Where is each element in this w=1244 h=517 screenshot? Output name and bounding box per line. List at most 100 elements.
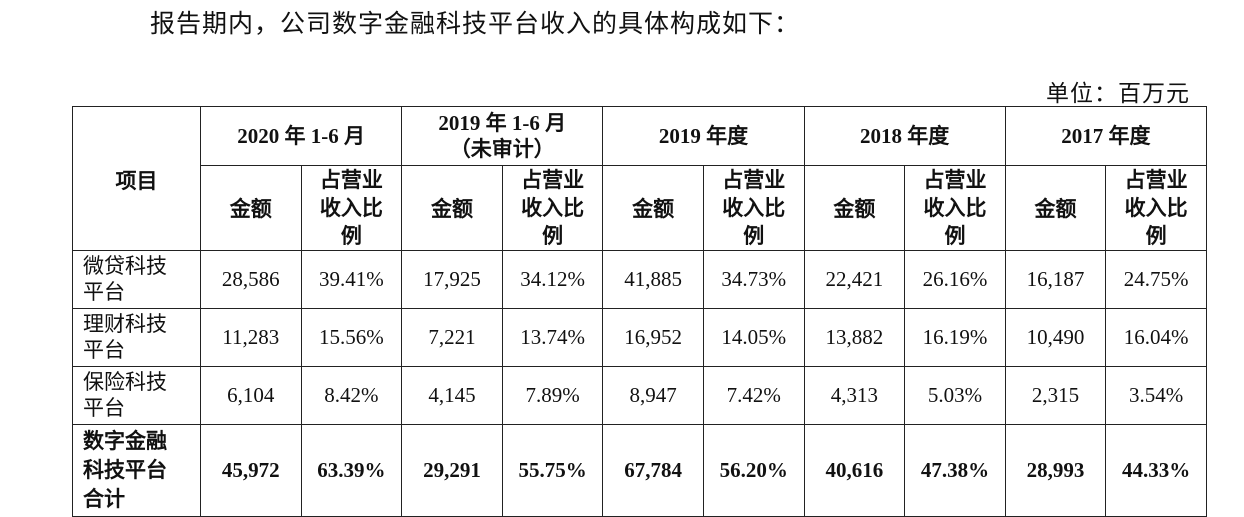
cell-text: 17,925 <box>423 267 481 291</box>
period-header: 2019 年度 <box>602 106 805 166</box>
cell-text: 14.05% <box>721 325 787 349</box>
cell-text: 44.33% <box>1122 458 1191 482</box>
cell-text: 28,993 <box>1026 458 1085 482</box>
cell: 55.75% <box>501 424 604 517</box>
cell: 47.38% <box>904 424 1006 517</box>
cell-text: 2,315 <box>1031 383 1080 407</box>
period-header: 2018 年度 <box>803 106 1006 166</box>
cell: 5.03% <box>904 366 1006 425</box>
revenue-table: 项目 2020 年 1-6 月 2019 年 1-6 月（未审计） 2019 年度 20… <box>72 106 1207 517</box>
period-label: 2020 年 1-6 月 <box>237 124 365 148</box>
cell: 63.39% <box>300 424 403 517</box>
cell-text: 11,283 <box>222 325 280 349</box>
cell-text: 34.73% <box>721 267 787 291</box>
subheader-text: 占营业收入比例 <box>521 168 585 248</box>
cell-text: 67,784 <box>624 458 683 482</box>
period-header: 2019 年 1-6 月（未审计） <box>401 106 604 166</box>
cell: 13.74% <box>501 308 604 367</box>
cell-text: 39.41% <box>319 267 384 291</box>
cell: 6,104 <box>200 366 302 425</box>
period-note: （未审计） <box>449 137 555 161</box>
data-row: 保险科技平台 6,104 8.42% 4,145 7.89% 8,947 7.42% 4,31… <box>72 366 1207 425</box>
subheader: 金额 <box>602 165 704 251</box>
period-header: 2017 年度 <box>1004 106 1207 166</box>
cell-text: 5.03% <box>927 383 983 407</box>
cell-text: 13.74% <box>520 325 585 349</box>
cell: 7.89% <box>501 366 604 425</box>
cell: 16,952 <box>602 308 704 367</box>
cell-text: 22,421 <box>825 267 884 291</box>
cell: 28,586 <box>200 250 302 309</box>
cell-text: 15.56% <box>319 325 384 349</box>
period-label: 2018 年度 <box>860 124 950 148</box>
cell-text: 3.54% <box>1129 383 1184 407</box>
subheader: 占营业收入比例 <box>1105 165 1207 251</box>
cell: 34.12% <box>501 250 604 309</box>
cell-text: 24.75% <box>1123 267 1189 291</box>
cell: 41,885 <box>602 250 704 309</box>
subheader: 占营业收入比例 <box>501 165 604 251</box>
cell: 7,221 <box>401 308 503 367</box>
row-label-text: 理财科技平台 <box>83 312 167 362</box>
data-row: 微贷科技平台 28,586 39.41% 17,925 34.12% 41,885 34.7… <box>72 250 1207 309</box>
intro-text: 报告期内，公司数字金融科技平台收入的具体构成如下： <box>150 11 801 38</box>
cell: 16.04% <box>1105 308 1207 367</box>
cell: 8.42% <box>300 366 403 425</box>
subheader-text: 占营业收入比例 <box>1124 168 1188 248</box>
subheader-text: 占营业收入比例 <box>722 168 786 248</box>
cell: 17,925 <box>401 250 503 309</box>
cell-text: 6,104 <box>227 383 275 407</box>
subheader: 占营业收入比例 <box>702 165 805 251</box>
row-label: 理财科技平台 <box>72 308 201 367</box>
cell-text: 26.16% <box>922 267 988 291</box>
cell-text: 4,145 <box>428 383 476 407</box>
cell: 15.56% <box>300 308 403 367</box>
header-row: 项目 2020 年 1-6 月 2019 年 1-6 月（未审计） 2019 年度 20… <box>72 106 1207 251</box>
cell-text: 13,882 <box>825 325 884 349</box>
cell-text: 29,291 <box>423 458 481 482</box>
subheader-text: 金额 <box>229 197 272 221</box>
subheader-text: 占营业收入比例 <box>319 168 383 248</box>
cell: 16.19% <box>904 308 1006 367</box>
unit-label: 单位：百万元 <box>1046 81 1190 106</box>
row-label: 微贷科技平台 <box>72 250 201 309</box>
cell: 13,882 <box>803 308 906 367</box>
cell: 39.41% <box>300 250 403 309</box>
cell-text: 7.89% <box>525 383 580 407</box>
row-label-text: 微贷科技平台 <box>83 254 167 304</box>
cell: 16,187 <box>1004 250 1107 309</box>
cell-text: 8.42% <box>324 383 379 407</box>
cell-text: 34.12% <box>520 267 585 291</box>
cell: 34.73% <box>702 250 805 309</box>
cell: 14.05% <box>702 308 805 367</box>
cell-text: 40,616 <box>825 458 884 482</box>
cell-text: 10,490 <box>1026 325 1085 349</box>
subheader: 金额 <box>401 165 503 251</box>
cell-text: 45,972 <box>221 458 280 482</box>
data-row: 理财科技平台 11,283 15.56% 7,221 13.74% 16,952 14.05… <box>72 308 1207 367</box>
cell: 4,145 <box>401 366 503 425</box>
cell: 2,315 <box>1004 366 1107 425</box>
subheader: 金额 <box>200 165 302 251</box>
cell-text: 41,885 <box>624 267 683 291</box>
cell: 56.20% <box>702 424 805 517</box>
period-label: 2019 年度 <box>658 124 749 148</box>
cell: 29,291 <box>401 424 503 517</box>
subheader-row: 金额 占营业收入比例 金额 占营业收入比例 金额 占营业收入比例 金额 占营业收入比例 金额 占营… <box>73 165 1207 251</box>
cell-text: 16.19% <box>922 325 988 349</box>
cell: 4,313 <box>803 366 906 425</box>
cell-text: 47.38% <box>920 458 990 482</box>
cell: 28,993 <box>1004 424 1107 517</box>
item-header-text: 项目 <box>115 169 158 193</box>
cell: 8,947 <box>602 366 704 425</box>
subheader-text: 占营业收入比例 <box>923 168 987 248</box>
subheader: 占营业收入比例 <box>300 165 403 251</box>
cell-text: 55.75% <box>518 458 587 482</box>
cell-text: 28,586 <box>221 267 280 291</box>
row-label: 保险科技平台 <box>72 366 201 425</box>
cell-text: 4,313 <box>830 383 878 407</box>
cell-text: 8,947 <box>629 383 677 407</box>
cell: 44.33% <box>1105 424 1207 517</box>
row-label: 数字金融科技平台合计 <box>72 424 201 517</box>
